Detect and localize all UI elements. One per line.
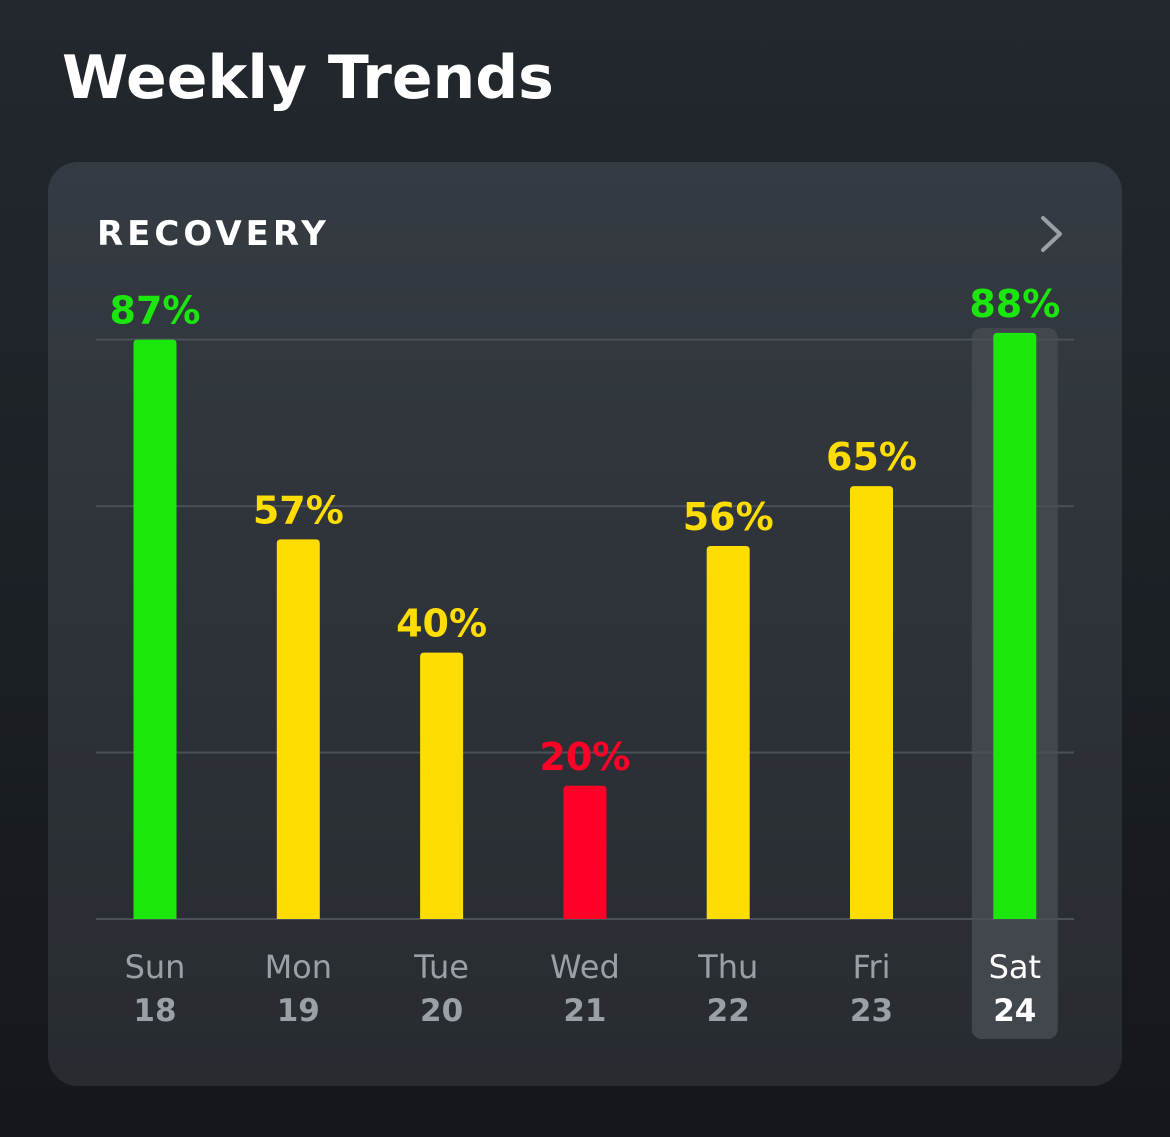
date-label: 22 <box>707 993 750 1029</box>
day-label: Mon <box>265 948 332 986</box>
page-title: Weekly Trends <box>62 43 554 113</box>
recovery-bar-chart: 87% Sun 18 57% Mon 19 40% Tue 20 20% Wed 21 56% Thu 22… <box>96 282 1074 1039</box>
date-label: 19 <box>277 993 320 1029</box>
bar-tue[interactable] <box>420 652 464 919</box>
date-label: 24 <box>993 993 1036 1029</box>
bar-fri[interactable] <box>850 486 893 919</box>
bar-thu[interactable] <box>706 546 750 919</box>
date-label: 21 <box>563 993 606 1029</box>
date-label: 20 <box>420 993 463 1029</box>
bar-sun[interactable] <box>133 339 177 919</box>
value-label: 57% <box>253 488 344 532</box>
value-label: 56% <box>683 495 774 539</box>
bar-mon[interactable] <box>276 539 320 919</box>
day-label: Sat <box>989 948 1041 986</box>
value-label: 65% <box>826 435 917 479</box>
day-label: Thu <box>697 948 758 986</box>
date-label: 18 <box>133 993 176 1029</box>
recovery-card[interactable]: RECOVERY 87% Sun 18 57% Mon 19 40% Tue 20 20% Wed 2… <box>48 162 1122 1086</box>
value-label: 88% <box>969 282 1060 326</box>
card-title: RECOVERY <box>97 214 330 254</box>
day-label: Tue <box>413 948 469 986</box>
value-label: 20% <box>539 735 630 779</box>
day-label: Sun <box>125 948 186 986</box>
bar-wed[interactable] <box>563 785 607 919</box>
date-label: 23 <box>850 993 893 1029</box>
day-label: Wed <box>550 948 620 986</box>
value-label: 40% <box>396 602 487 646</box>
value-label: 87% <box>110 289 201 333</box>
chevron-right-icon[interactable] <box>1030 210 1074 258</box>
day-label: Fri <box>852 948 890 986</box>
bar-sat[interactable] <box>993 332 1037 919</box>
